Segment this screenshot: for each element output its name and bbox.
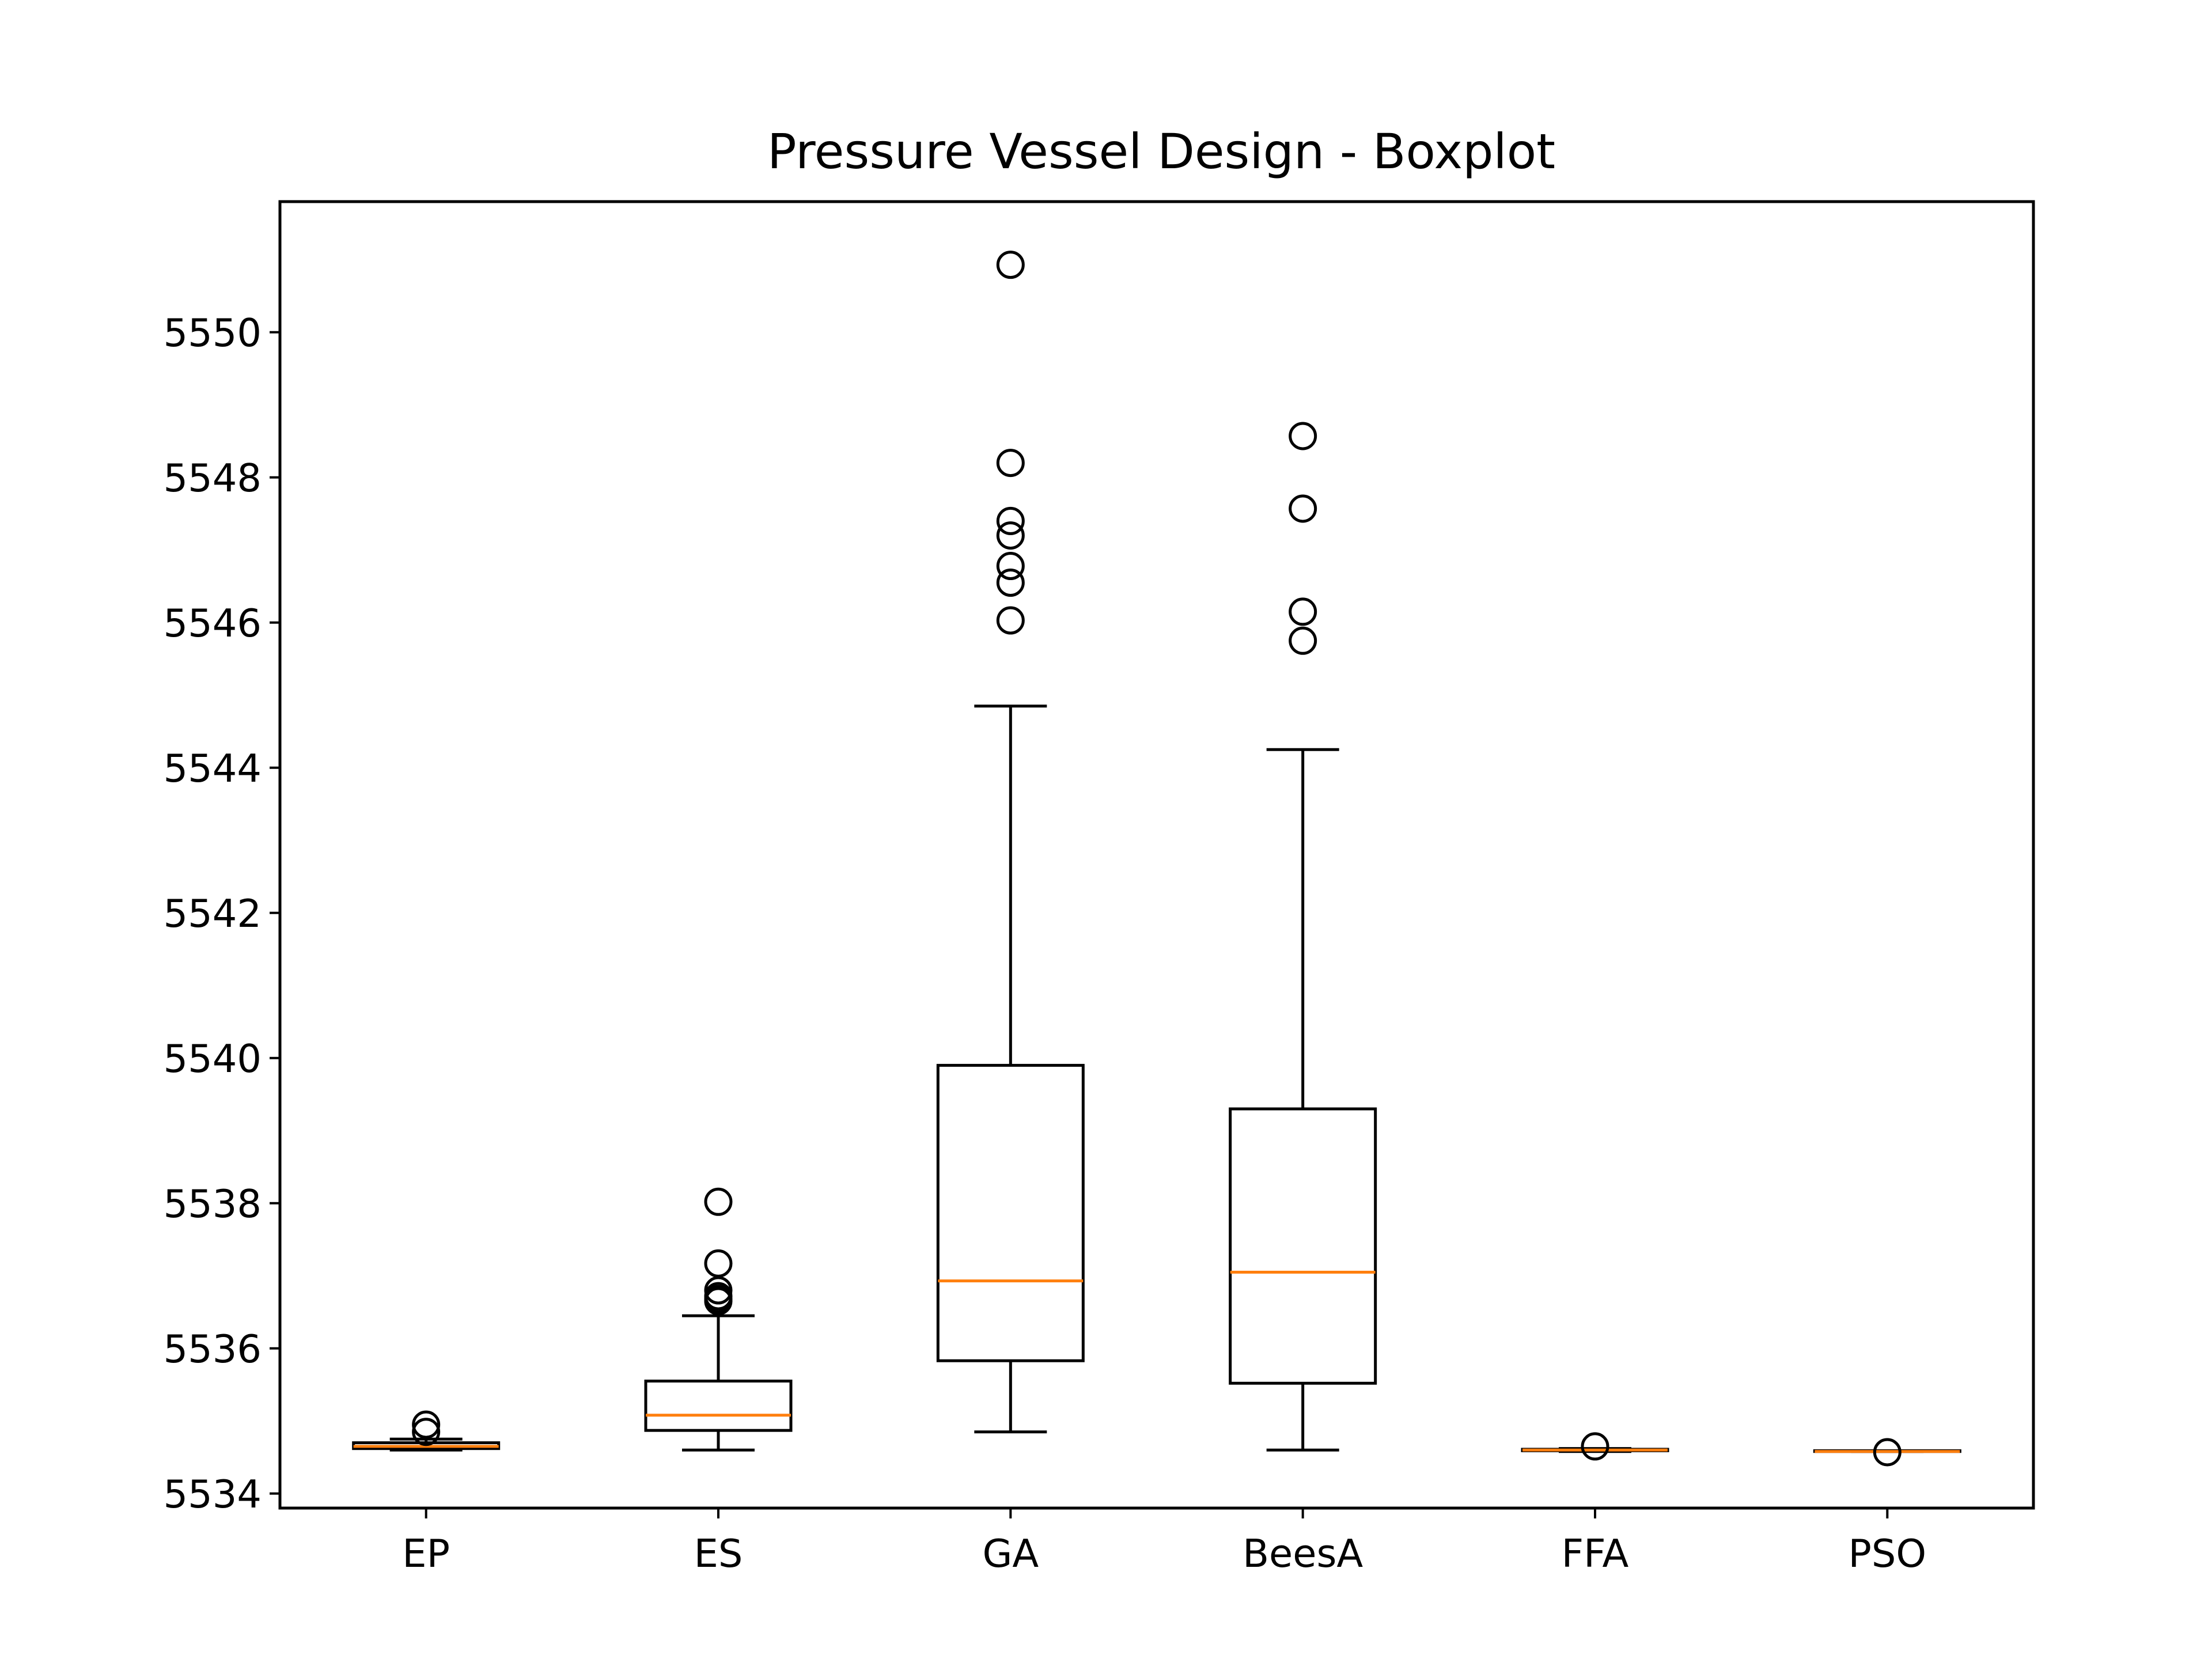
y-tick-label: 5534	[163, 1472, 262, 1517]
y-tick-label: 5546	[163, 601, 262, 646]
y-tick-label: 5542	[163, 891, 262, 936]
box-es	[644, 1380, 793, 1432]
outlier-ga	[996, 506, 1025, 535]
outlier-ep	[412, 1410, 441, 1439]
y-tick-label: 5550	[163, 310, 262, 355]
y-tick-label: 5548	[163, 456, 262, 501]
outlier-ep	[412, 1418, 441, 1446]
plot-area: 5534 5536 5538 5540 5542 5544 5546 5548 5550 EP ES…	[163, 251, 1961, 1576]
x-tick-label-pso: PSO	[1848, 1531, 1926, 1576]
y-tick-label: 5538	[163, 1181, 262, 1226]
outlier-beesa	[1289, 626, 1317, 655]
outlier-ga	[996, 552, 1025, 581]
x-tick-label-ga: GA	[982, 1531, 1039, 1576]
x-tick-label-es: ES	[694, 1531, 743, 1576]
x-tick-label-ep: EP	[402, 1531, 450, 1576]
outlier-ffa	[1581, 1432, 1609, 1461]
outlier-ga	[996, 521, 1025, 550]
outlier-ga	[996, 606, 1025, 635]
outlier-ga	[996, 449, 1025, 478]
box-ga	[936, 1063, 1085, 1362]
x-tick-label-ffa: FFA	[1562, 1531, 1629, 1576]
y-tick-label: 5540	[163, 1036, 262, 1081]
outlier-beesa	[1289, 422, 1317, 450]
outlier-ga	[996, 569, 1025, 597]
outlier-beesa	[1289, 494, 1317, 523]
outlier-ga	[996, 251, 1025, 279]
x-tick-label-beesa: BeesA	[1243, 1531, 1363, 1576]
outlier-es	[704, 1187, 733, 1216]
outlier-es	[704, 1287, 733, 1316]
axes-frame	[278, 200, 2035, 1510]
outlier-beesa	[1289, 597, 1317, 626]
outlier-pso	[1873, 1438, 1902, 1467]
y-tick-label: 5536	[163, 1327, 262, 1372]
y-tick-label: 5544	[163, 746, 262, 791]
chart-title: Pressure Vessel Design - Boxplot	[767, 123, 1555, 180]
box-beesa	[1229, 1107, 1377, 1385]
outlier-es	[704, 1249, 733, 1278]
